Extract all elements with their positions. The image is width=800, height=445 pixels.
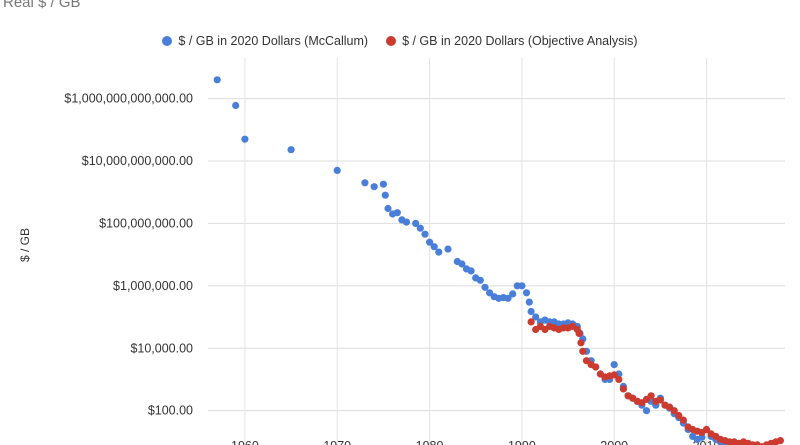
mccallum-point[interactable]	[525, 298, 533, 306]
mccallum-point[interactable]	[333, 166, 341, 174]
objective-analysis-point[interactable]	[577, 339, 585, 347]
objective-analysis-point[interactable]	[619, 385, 628, 393]
mccallum-point[interactable]	[361, 179, 369, 187]
chart-title: Real $ / GB	[3, 0, 81, 11]
objective-analysis-point[interactable]	[656, 396, 665, 404]
mccallum-point[interactable]	[527, 307, 535, 316]
mccallum-point[interactable]	[522, 289, 531, 297]
y-tick-label: $100.00	[148, 404, 193, 418]
objective-analysis-point[interactable]	[753, 441, 761, 445]
x-tick-label: 2000	[600, 439, 628, 445]
mccallum-point[interactable]	[241, 135, 249, 143]
legend-swatch-mccallum	[162, 36, 173, 46]
objective-analysis-point[interactable]	[579, 347, 587, 355]
mccallum-point[interactable]	[232, 101, 240, 110]
mccallum-point[interactable]	[435, 248, 443, 256]
objective-analysis-point[interactable]	[675, 411, 683, 420]
y-tick-label: $100,000,000.00	[99, 216, 193, 230]
mccallum-point[interactable]	[384, 204, 392, 213]
mccallum-point[interactable]	[213, 76, 221, 84]
objective-analysis-point[interactable]	[527, 318, 535, 326]
mccallum-point[interactable]	[287, 146, 295, 154]
mccallum-point[interactable]	[504, 294, 512, 302]
mccallum-point[interactable]	[642, 407, 651, 415]
x-tick-label: 2010	[693, 439, 721, 445]
objective-analysis-point[interactable]	[610, 371, 618, 379]
mccallum-point[interactable]	[532, 313, 540, 321]
legend-item-objective-analysis[interactable]: $ / GB in 2020 Dollars (Objective Analys…	[386, 34, 638, 48]
mccallum-point[interactable]	[481, 283, 489, 291]
mccallum-point[interactable]	[509, 290, 517, 298]
mccallum-point[interactable]	[467, 267, 475, 275]
objective-analysis-point[interactable]	[647, 392, 655, 400]
objective-analysis-point[interactable]	[679, 416, 688, 424]
objective-analysis-point[interactable]	[702, 425, 711, 434]
mccallum-point[interactable]	[370, 183, 378, 191]
x-tick-label: 1980	[416, 439, 444, 445]
objective-analysis-point[interactable]	[776, 437, 785, 445]
objective-analysis-point[interactable]	[670, 407, 678, 415]
x-tick-label: 1970	[323, 439, 351, 445]
mccallum-point[interactable]	[430, 243, 438, 251]
mccallum-point[interactable]	[421, 230, 429, 238]
y-tick-label: $10,000,000,000.00	[82, 154, 193, 168]
mccallum-point[interactable]	[518, 282, 526, 290]
mccallum-point[interactable]	[379, 180, 387, 188]
y-tick-label: $1,000,000,000,000.00	[64, 92, 193, 106]
legend-label-objective-analysis: $ / GB in 2020 Dollars (Objective Analys…	[402, 34, 638, 48]
mccallum-point[interactable]	[444, 245, 452, 253]
legend-swatch-objective-analysis	[386, 36, 397, 46]
x-tick-label: 1960	[231, 439, 259, 445]
mccallum-point[interactable]	[610, 361, 618, 369]
mccallum-point[interactable]	[426, 238, 434, 246]
y-tick-label: $10,000.00	[130, 341, 193, 355]
mccallum-point[interactable]	[381, 191, 389, 199]
objective-analysis-point[interactable]	[592, 363, 600, 371]
legend: $ / GB in 2020 Dollars (McCallum) $ / GB…	[0, 34, 800, 48]
objective-analysis-point[interactable]	[615, 375, 623, 384]
legend-item-mccallum[interactable]: $ / GB in 2020 Dollars (McCallum)	[162, 34, 368, 48]
mccallum-point[interactable]	[412, 219, 420, 227]
legend-label-mccallum: $ / GB in 2020 Dollars (McCallum)	[178, 34, 369, 48]
mccallum-point[interactable]	[458, 260, 466, 268]
mccallum-point[interactable]	[416, 224, 424, 232]
y-tick-label: $1,000,000.00	[113, 279, 193, 293]
mccallum-point[interactable]	[402, 218, 411, 226]
x-tick-label: 1990	[508, 439, 536, 445]
mccallum-point[interactable]	[476, 276, 484, 284]
mccallum-point[interactable]	[393, 209, 401, 217]
objective-analysis-point[interactable]	[575, 329, 583, 337]
